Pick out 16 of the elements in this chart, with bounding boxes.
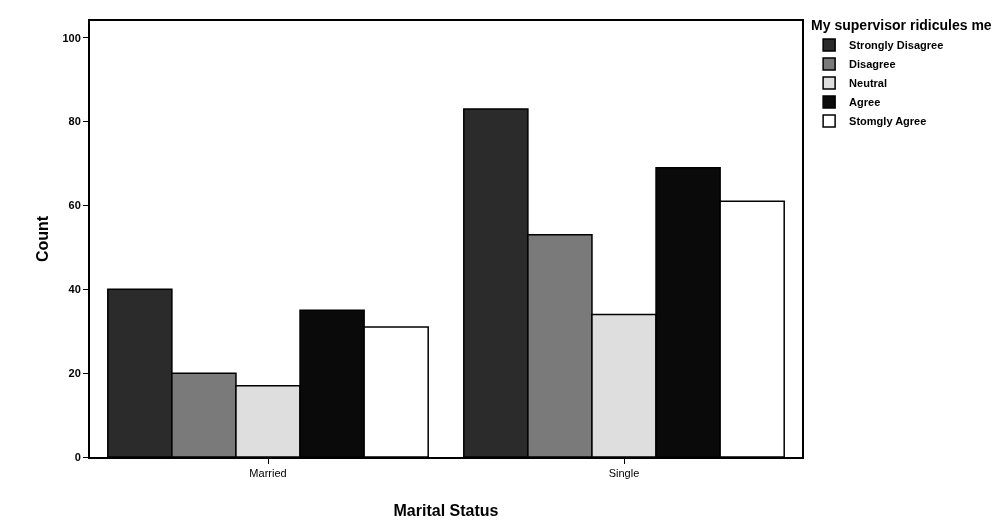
- x-tick-label: Married: [249, 467, 287, 480]
- x-axis-title: Marital Status: [393, 502, 499, 519]
- legend-label: Neutral: [849, 77, 888, 90]
- y-tick-label: 80: [68, 115, 81, 128]
- y-tick-label: 100: [62, 31, 81, 44]
- legend-label: Agree: [849, 96, 881, 109]
- legend-label: Stomgly Agree: [849, 115, 927, 128]
- y-tick-label: 0: [74, 450, 81, 463]
- y-tick-label: 60: [68, 199, 81, 212]
- y-tick-label: 20: [68, 367, 81, 379]
- legend-label: Disagree: [849, 58, 896, 71]
- legend-title: My supervisor ridicules me: [811, 17, 992, 34]
- x-tick-label: Single: [608, 467, 640, 480]
- y-axis-title: Count: [33, 215, 51, 263]
- legend-label: Strongly Disagree: [849, 39, 944, 52]
- y-tick-label: 40: [68, 283, 81, 296]
